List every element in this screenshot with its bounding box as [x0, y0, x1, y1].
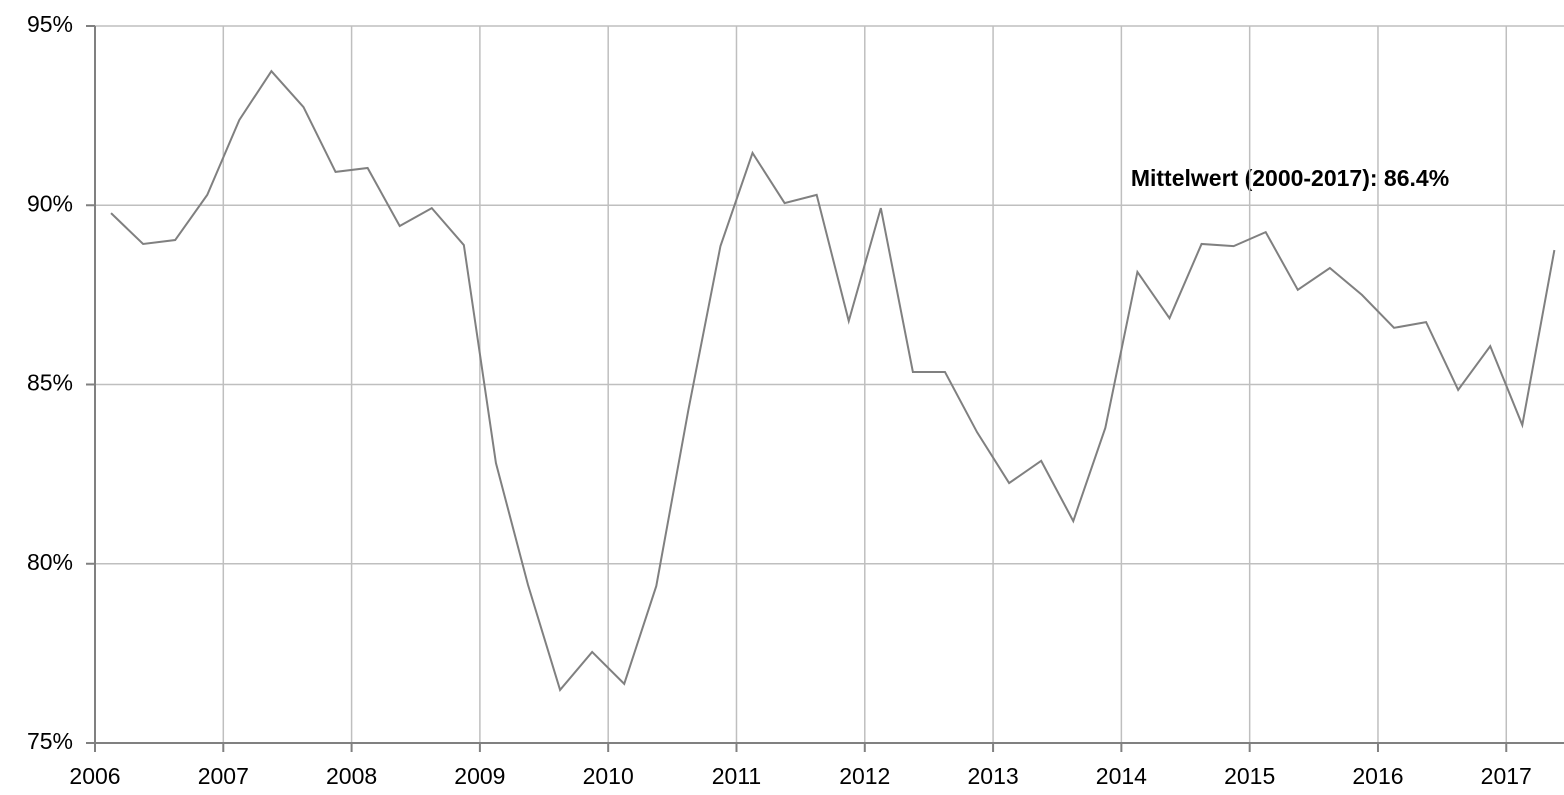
x-tick-label: 2007: [198, 763, 249, 789]
data-line: [110, 69, 1556, 692]
y-tick-label: 85%: [27, 370, 73, 396]
y-tick-label: 75%: [27, 728, 73, 754]
x-tick-label: 2015: [1224, 763, 1275, 789]
x-tick-label: 2012: [839, 763, 890, 789]
x-tick-label: 2011: [712, 763, 761, 789]
x-tick-label: 2017: [1481, 763, 1532, 789]
y-tick-label: 80%: [27, 549, 73, 575]
x-tick-label: 2010: [583, 763, 634, 789]
x-tick-label: 2013: [967, 763, 1018, 789]
x-tick-label: 2009: [454, 763, 505, 789]
y-tick-label: 90%: [27, 190, 73, 216]
x-tick-label: 2014: [1096, 763, 1147, 789]
y-tick-label: 95%: [27, 11, 73, 37]
x-tick-label: 2006: [69, 763, 120, 789]
x-tick-label: 2016: [1352, 763, 1403, 789]
x-tick-label: 2008: [326, 763, 377, 789]
annotation: Mittelwert (2000-2017): 86.4%: [1131, 165, 1449, 191]
